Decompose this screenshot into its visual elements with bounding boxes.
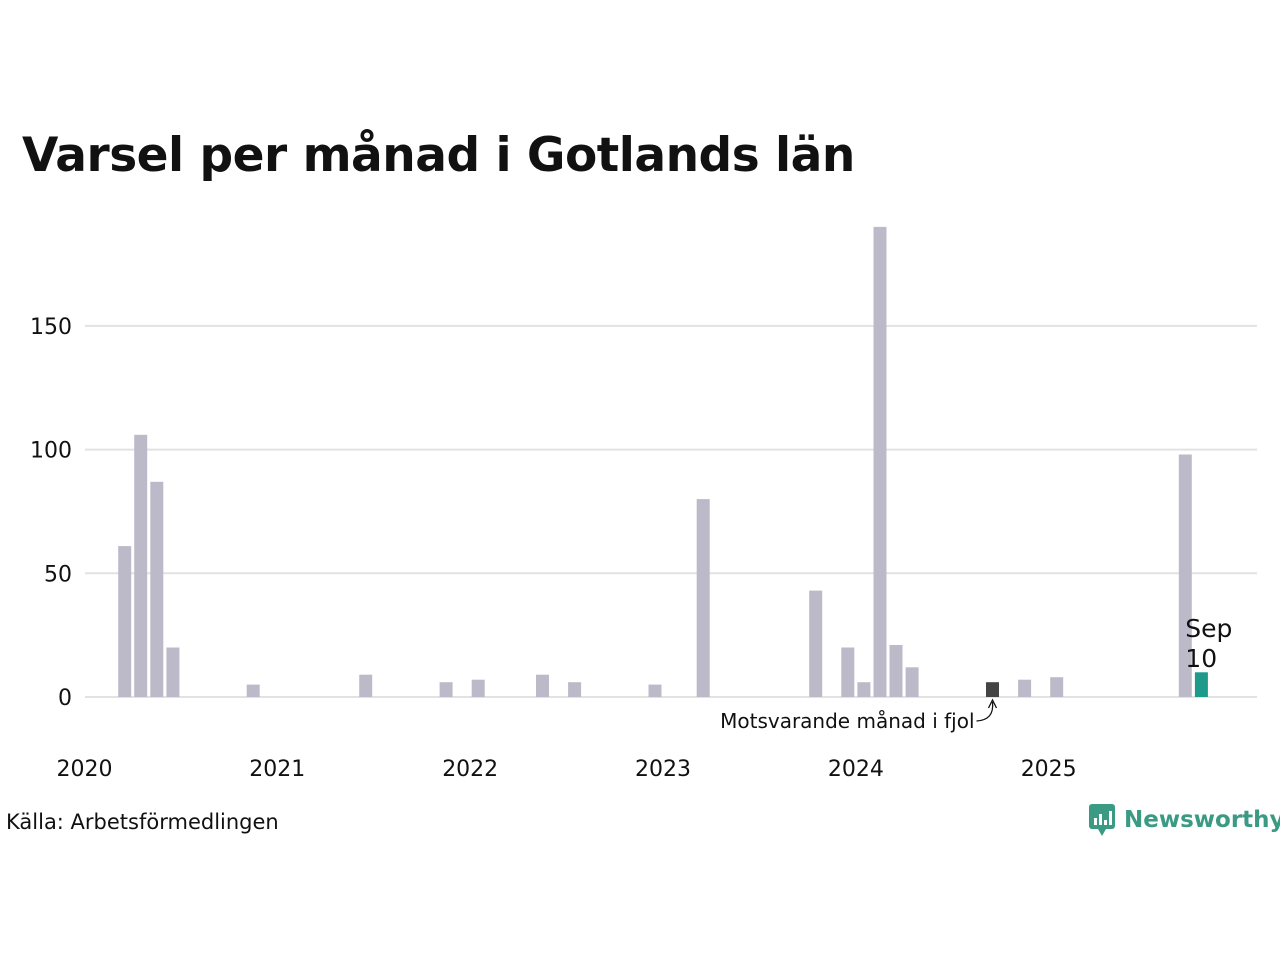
y-tick-label: 150 [30,315,72,340]
bar [1178,454,1192,697]
bar [246,684,260,697]
bar [359,674,373,697]
x-tick-label: 2023 [635,757,691,782]
newsworthy-logo[interactable]: Newsworthy [1088,803,1280,837]
bar [857,682,871,697]
bar-comparison-month [986,682,999,697]
bars [118,226,1208,697]
current-value-label: 10 [1185,644,1217,673]
bar [889,645,903,697]
y-tick-label: 0 [58,686,72,711]
logo-text: Newsworthy [1124,807,1280,833]
source-text: Källa: Arbetsförmedlingen [6,810,279,834]
bar [568,682,582,697]
bar [134,434,148,697]
bar [118,546,132,697]
x-tick-label: 2024 [828,757,884,782]
x-axis-labels: 2020 2021 2022 2023 2024 2025 [57,757,1077,782]
x-tick-label: 2025 [1021,757,1077,782]
bar [809,590,823,697]
bar [439,682,453,697]
bar [166,647,180,697]
bar [150,481,164,697]
gridlines [85,324,1257,698]
bar [471,679,485,697]
bar [696,499,710,697]
bar [536,674,549,697]
chart-title: Varsel per månad i Gotlands län [22,128,855,183]
comparison-annotation: Motsvarande månad i fjol [720,709,974,733]
x-tick-label: 2021 [249,757,305,782]
annotation-arrow [976,701,994,722]
y-tick-label: 100 [30,439,72,464]
x-tick-label: 2020 [57,757,113,782]
bar [841,647,855,697]
x-tick-label: 2022 [442,757,498,782]
current-month-label: Sep [1185,614,1232,643]
bar [1050,677,1064,697]
y-axis-ticks: 0 50 100 150 [30,315,72,711]
bar [873,226,887,697]
bar-current-month [1194,672,1208,697]
bar [648,684,662,697]
bar [1018,679,1032,697]
newsworthy-logo-icon [1089,804,1115,836]
annotation-arrowhead [987,698,998,709]
bar [905,667,919,697]
y-tick-label: 50 [44,562,72,587]
